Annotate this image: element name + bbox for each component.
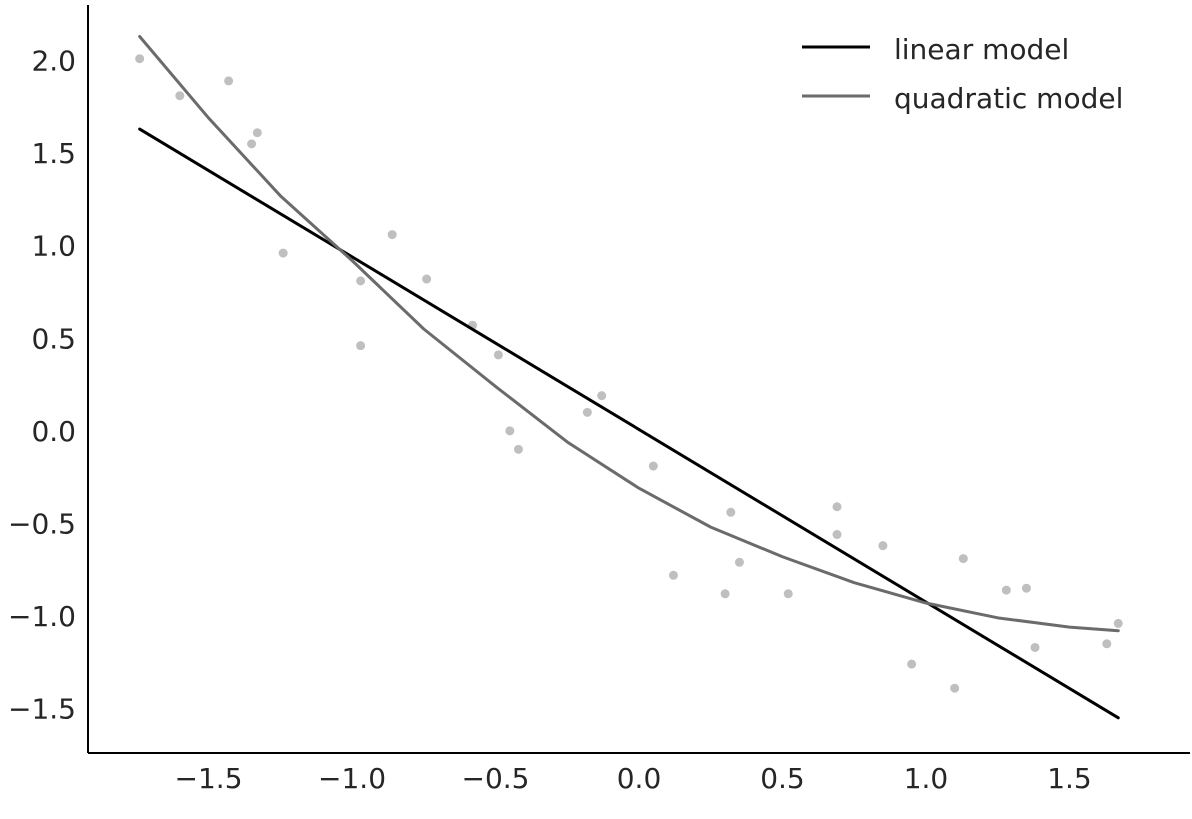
data-point	[950, 683, 960, 693]
y-tick-label: 0.5	[31, 322, 76, 355]
legend-label-quadratic-model: quadratic model	[894, 82, 1123, 115]
x-tick-labels: −1.5 −1.0 −0.5 0.0 0.5 1.0 1.5	[175, 762, 1092, 795]
data-point	[1021, 583, 1031, 593]
data-point	[252, 128, 262, 138]
x-tick-label: 1.5	[1047, 762, 1092, 795]
x-tick-label: 0.0	[617, 762, 662, 795]
data-point	[878, 541, 888, 551]
data-point	[1113, 618, 1123, 628]
data-point	[247, 139, 257, 149]
y-tick-label: 1.0	[31, 230, 76, 263]
x-tick-label: 0.5	[760, 762, 805, 795]
data-point	[505, 426, 515, 436]
data-point	[1030, 642, 1040, 652]
data-point	[597, 391, 607, 401]
data-point	[907, 659, 917, 669]
y-tick-label: 0.0	[31, 415, 76, 448]
data-point	[1102, 639, 1112, 649]
y-tick-label: 2.0	[31, 45, 76, 78]
x-tick-label: −1.5	[175, 762, 243, 795]
y-tick-label: 1.5	[31, 137, 76, 170]
data-point	[832, 502, 842, 512]
data-point	[513, 444, 523, 454]
data-point	[135, 54, 145, 64]
data-point	[175, 91, 185, 101]
data-point	[720, 589, 730, 599]
data-point	[958, 554, 968, 564]
series-line-linear-model	[138, 127, 1120, 720]
x-tick-label: 1.0	[904, 762, 949, 795]
y-tick-label: −1.5	[8, 693, 76, 726]
data-point	[648, 461, 658, 471]
data-point	[668, 570, 678, 580]
data-point	[582, 407, 592, 417]
series-line-quadratic-model	[138, 34, 1120, 633]
scatter-points	[135, 54, 1123, 693]
data-point	[726, 507, 736, 517]
y-tick-labels: 2.0 1.5 1.0 0.5 0.0 −0.5 −1.0 −1.5	[8, 45, 76, 726]
data-point	[832, 530, 842, 540]
series-lines	[138, 34, 1120, 720]
data-point	[734, 557, 744, 567]
data-point	[356, 341, 366, 351]
legend: linear model quadratic model	[802, 33, 1123, 115]
data-point	[356, 276, 366, 286]
data-point	[387, 230, 397, 240]
data-point	[278, 248, 288, 258]
data-point	[422, 274, 432, 284]
y-tick-label: −1.0	[8, 600, 76, 633]
data-point	[1001, 585, 1011, 595]
data-point	[493, 350, 503, 360]
data-point	[224, 76, 234, 86]
x-tick-label: −1.0	[318, 762, 386, 795]
data-point	[783, 589, 793, 599]
y-tick-label: −0.5	[8, 507, 76, 540]
legend-label-linear-model: linear model	[894, 33, 1069, 66]
x-tick-label: −0.5	[462, 762, 530, 795]
